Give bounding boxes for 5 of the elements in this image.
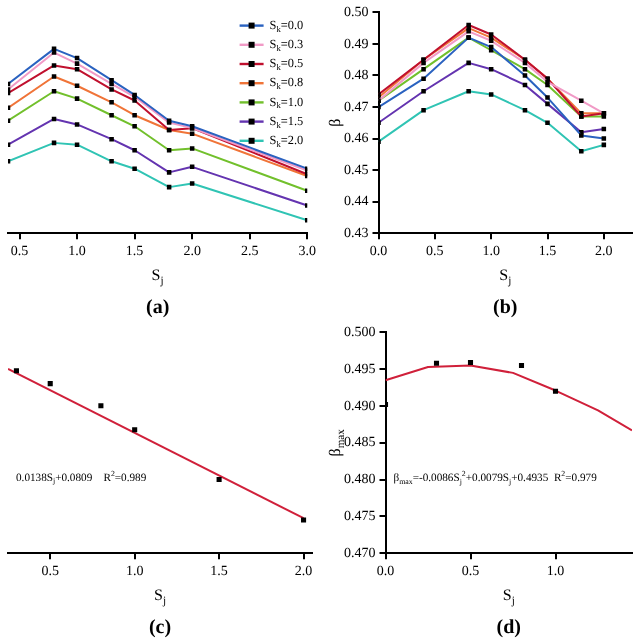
text: (c) — [148, 617, 172, 640]
text: (d) — [496, 617, 521, 640]
y-axis-title: β — [326, 118, 345, 127]
text: (a) — [145, 297, 170, 320]
text: (b) — [493, 297, 518, 320]
